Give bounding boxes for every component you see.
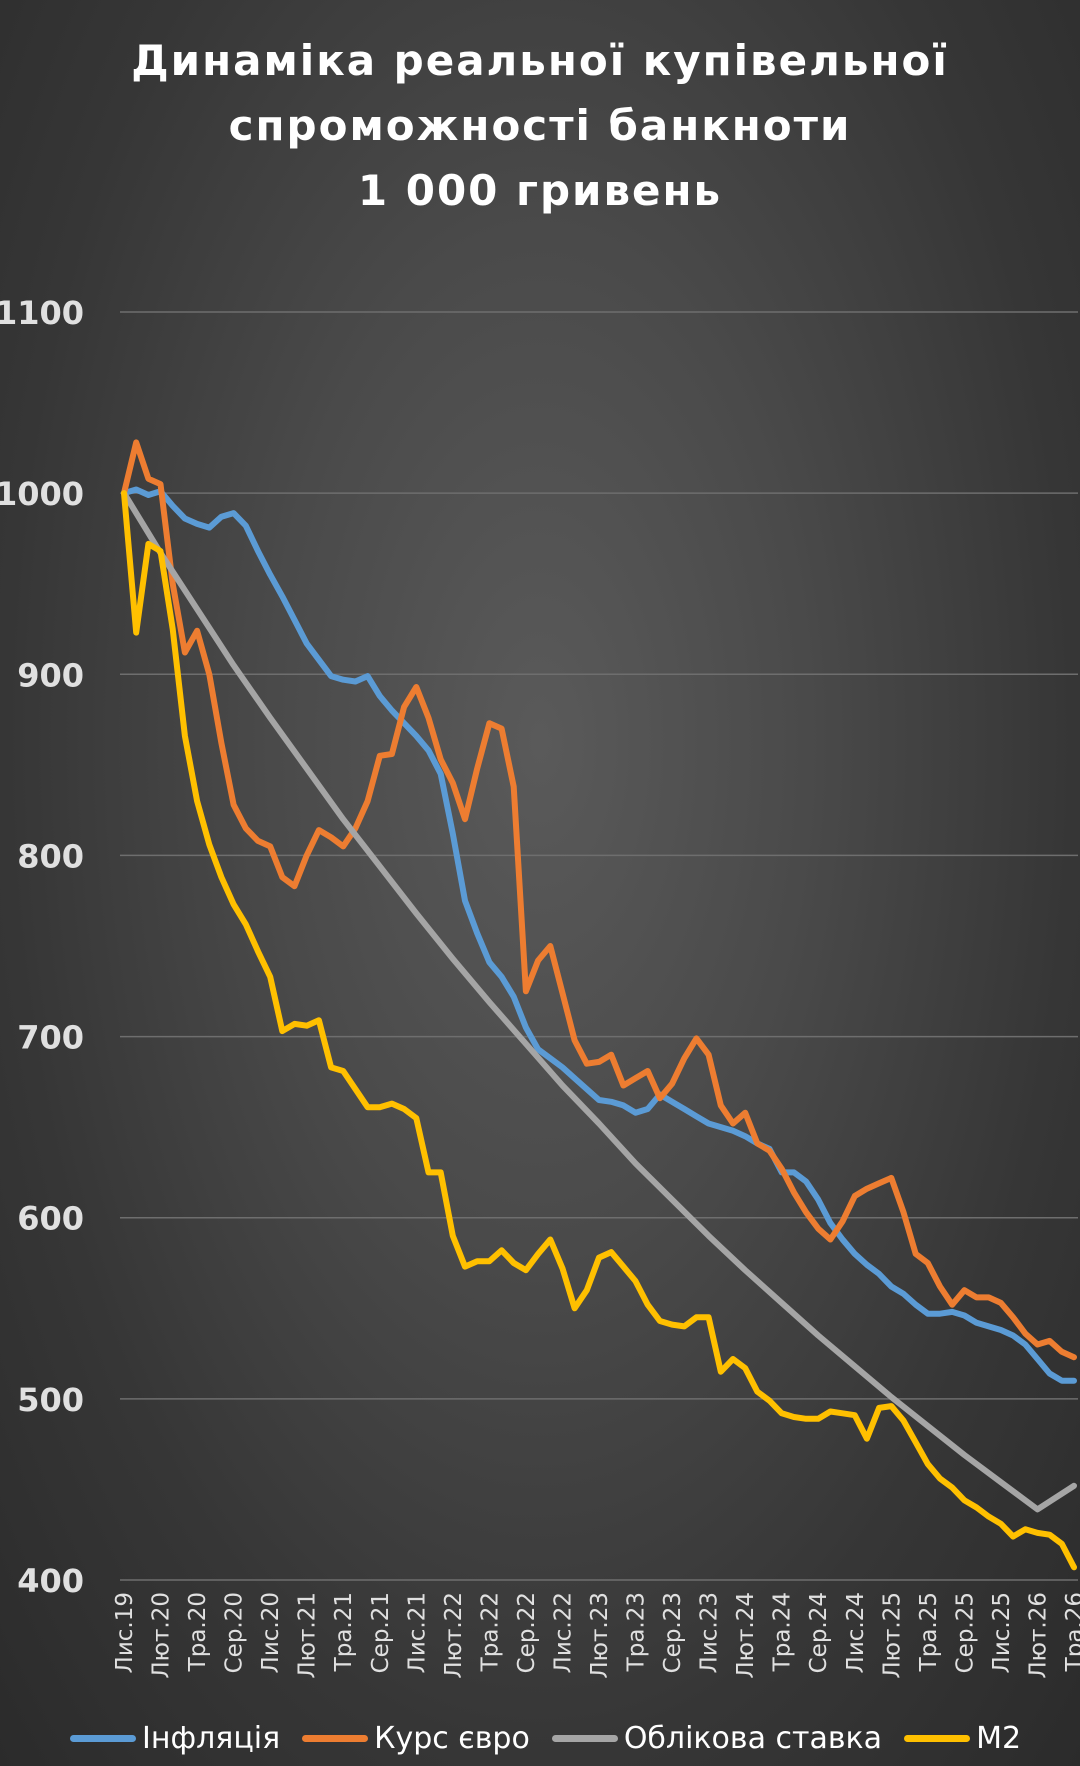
x-tick-label: Лют.25 [879,1592,905,1679]
legend: Інфляція Курс євро Облікова ставка М2 [70,1718,1043,1758]
legend-swatch [302,1734,369,1742]
legend-label: Курс євро [374,1720,530,1756]
legend-item-0: Інфляція [70,1721,280,1756]
x-tick-label: Тра.24 [770,1592,796,1672]
x-tick-label: Лют.21 [295,1592,321,1679]
series-lines [121,439,1077,1571]
series-line-3 [121,490,1077,1571]
legend-label: М2 [976,1720,1022,1756]
x-tick-label: Тра.25 [916,1592,942,1672]
y-tick-label: 600 [17,1200,84,1238]
chart-title-line-1: Динаміка реальної купівельної [131,36,949,85]
legend-label: Облікова ставка [623,1720,883,1756]
x-tick-label: Тра.21 [331,1592,357,1672]
x-tick-label: Лют.20 [149,1592,175,1679]
y-tick-label: 800 [17,837,84,875]
x-tick-label: Лис.21 [404,1592,430,1673]
chart-title-line-2: спроможності банкноти [228,101,852,150]
x-axis: Лис.19 Лют.20 Тра.20 Сер.20 Лис.20 Лют.21 Тра.… [112,1592,1080,1679]
x-tick-label: Сер.22 [514,1592,540,1673]
chart-title: Динаміка реальної купівельної спроможнос… [0,28,1080,223]
x-tick-label: Лют.23 [587,1592,613,1679]
legend-label: Інфляція [142,1720,281,1756]
legend-item-3: М2 [904,1721,1021,1756]
y-tick-label: 500 [17,1381,84,1419]
x-tick-label: Сер.21 [368,1592,394,1673]
legend-swatch [551,1734,618,1742]
x-tick-label: Сер.25 [952,1592,978,1673]
legend-item-1: Курс євро [302,1721,530,1756]
x-tick-label: Лют.26 [1025,1592,1051,1679]
x-tick-label: Лис.25 [989,1592,1015,1673]
y-tick-label: 1100 [0,294,84,332]
y-tick-label: 1000 [0,475,84,513]
chart-title-line-3: 1 000 гривень [357,166,723,215]
x-tick-label: Лют.22 [441,1592,467,1679]
legend-swatch [904,1734,971,1742]
x-tick-label: Лис.23 [697,1592,723,1673]
legend-item-2: Облікова ставка [551,1720,883,1756]
x-tick-label: Лис.20 [258,1592,284,1673]
x-tick-label: Тра.23 [624,1592,650,1672]
y-axis: 400 500 600 700 800 900 1000 1100 [0,294,84,1600]
x-tick-label: Лис.24 [843,1592,869,1673]
y-tick-label: 400 [17,1562,84,1600]
legend-swatch [70,1734,136,1742]
y-tick-label: 700 [17,1019,84,1057]
x-tick-label: Лис.19 [112,1592,138,1673]
series-line-0 [121,486,1077,1384]
x-tick-label: Сер.23 [660,1592,686,1673]
gridlines [120,311,1078,1581]
x-tick-label: Тра.20 [185,1592,211,1672]
x-tick-label: Сер.24 [806,1592,832,1673]
x-tick-label: Тра.22 [477,1592,503,1672]
x-tick-label: Сер.20 [222,1592,248,1673]
series-line-2 [121,490,1077,1513]
series-line-1 [121,439,1077,1361]
x-tick-label: Лют.24 [733,1592,759,1679]
x-tick-label: Тра.26 [1062,1592,1080,1672]
x-tick-label: Лис.22 [550,1592,576,1673]
y-tick-label: 900 [17,656,84,694]
